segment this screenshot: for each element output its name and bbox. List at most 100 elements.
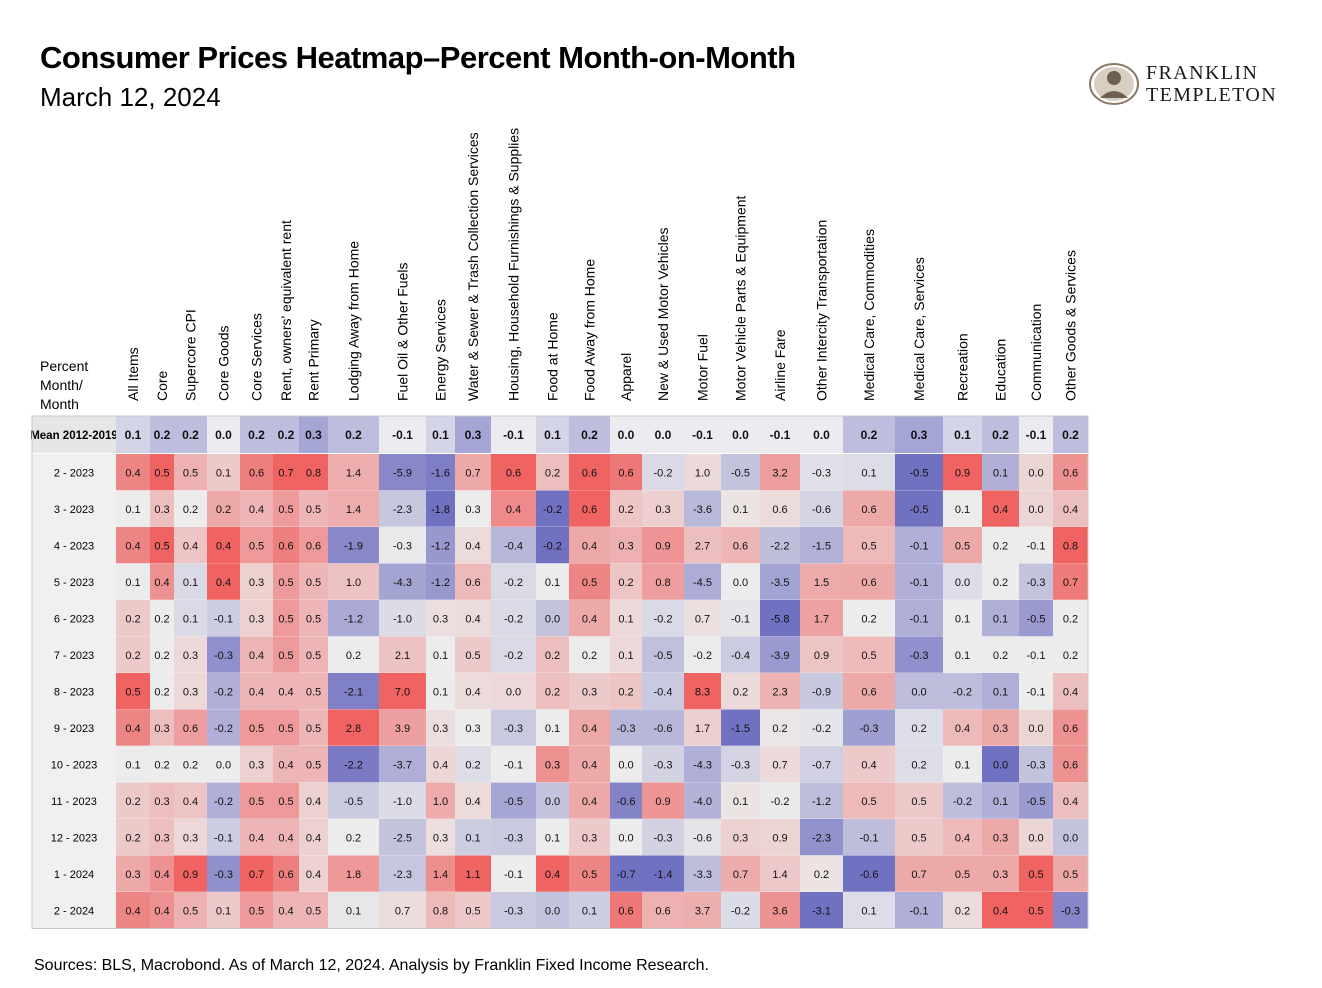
cell-value: -0.2 [812, 723, 831, 735]
column-label: Other Goods & Services [1063, 250, 1079, 401]
heatmap-cell [491, 746, 536, 783]
cell-value: -4.5 [693, 577, 712, 589]
cell-value: -1.9 [344, 540, 363, 552]
cell-value: 0.5 [861, 540, 876, 552]
heatmap-cell [982, 782, 1019, 819]
heatmap-cell [1053, 416, 1088, 454]
heatmap-cell [760, 855, 800, 892]
heatmap-cell [536, 673, 569, 710]
cell-value: -1.2 [344, 613, 363, 625]
row-label-cell [32, 563, 116, 600]
cell-value: 0.0 [955, 577, 970, 589]
heatmap-cell [642, 600, 684, 637]
heatmap-cell [455, 563, 491, 600]
heatmap-cell [895, 490, 943, 527]
heatmap-cell [642, 673, 684, 710]
logo-text-templeton: TEMPLETON [1146, 84, 1278, 106]
cell-value: -3.9 [771, 650, 790, 662]
cell-value: 0.2 [861, 613, 876, 625]
heatmap-cell [207, 563, 240, 600]
cell-value: 0.4 [125, 723, 140, 735]
cell-value: 0.2 [1062, 428, 1079, 442]
heatmap-cell [116, 819, 150, 856]
cell-value: 0.5 [249, 723, 264, 735]
cell-value: 0.2 [154, 613, 169, 625]
cell-value: 0.1 [183, 613, 198, 625]
heatmap-cell [982, 855, 1019, 892]
cell-value: 0.5 [154, 540, 169, 552]
heatmap-cell [721, 600, 760, 637]
heatmap-cell [379, 746, 426, 783]
cell-value: 0.2 [346, 650, 361, 662]
cell-value: 0.4 [582, 723, 597, 735]
heatmap-cell [895, 709, 943, 746]
cell-value: 0.5 [249, 905, 264, 917]
cell-value: 0.2 [345, 428, 362, 442]
heatmap-cell [328, 746, 379, 783]
cell-value: 0.5 [306, 723, 321, 735]
cell-value: 0.2 [125, 796, 140, 808]
heatmap-cell [328, 892, 379, 929]
row-label-cell [32, 819, 116, 856]
cell-value: 0.6 [465, 577, 480, 589]
cell-value: 0.5 [278, 613, 293, 625]
cell-value: 0.7 [395, 905, 410, 917]
cell-value: 0.6 [249, 467, 264, 479]
heatmap-cell [150, 527, 174, 564]
cell-value: -0.3 [812, 467, 831, 479]
heatmap-cell [150, 709, 174, 746]
heatmap-cell [240, 709, 273, 746]
cell-value: 0.7 [465, 467, 480, 479]
cell-value: -0.2 [214, 796, 233, 808]
heatmap-cell [721, 563, 760, 600]
heatmap-cell [943, 490, 982, 527]
heatmap-cell [240, 746, 273, 783]
heatmap-cell [943, 782, 982, 819]
cell-value: 0.7 [911, 869, 926, 881]
cell-value: 0.3 [582, 686, 597, 698]
cell-value: 0.1 [861, 467, 876, 479]
heatmap-cell [642, 563, 684, 600]
heatmap-cell [569, 527, 610, 564]
cell-value: 1.0 [346, 577, 361, 589]
heatmap-cell [610, 416, 642, 454]
heatmap-cell [116, 563, 150, 600]
heatmap-cell [299, 636, 328, 673]
source-note: Sources: BLS, Macrobond. As of March 12,… [34, 957, 709, 974]
cell-value: 0.4 [183, 540, 198, 552]
heatmap-cell [426, 892, 455, 929]
heatmap-cell [116, 454, 150, 491]
heatmap-cell [943, 563, 982, 600]
heatmap-cell [642, 709, 684, 746]
heatmap-cell [273, 563, 299, 600]
heatmap-cell [536, 709, 569, 746]
cell-value: 0.2 [125, 650, 140, 662]
cell-value: -0.7 [812, 759, 831, 771]
heatmap-cell [379, 527, 426, 564]
row-label-cell [32, 855, 116, 892]
heatmap-cell [895, 416, 943, 454]
heatmap-cell [174, 416, 207, 454]
cell-value: 0.5 [278, 577, 293, 589]
column-label: Airline Fare [772, 329, 788, 401]
heatmap-cell [843, 746, 895, 783]
heatmap-cell [240, 855, 273, 892]
heatmap-cell [684, 563, 721, 600]
heatmap-cell [328, 490, 379, 527]
heatmap-cell [721, 527, 760, 564]
cell-value: -0.3 [1061, 905, 1080, 917]
cell-value: -0.1 [503, 428, 524, 442]
column-label: Rent Primary [306, 319, 322, 401]
heatmap-cell [379, 490, 426, 527]
cell-value: 0.1 [955, 650, 970, 662]
heatmap-cell [455, 600, 491, 637]
heatmap-cell [207, 490, 240, 527]
heatmap-cell [982, 600, 1019, 637]
heatmap-cell [569, 782, 610, 819]
heatmap-cell [684, 490, 721, 527]
heatmap-cell [207, 892, 240, 929]
row-label-cell [32, 892, 116, 929]
cell-value: 0.4 [993, 504, 1008, 516]
heatmap-cell [207, 855, 240, 892]
unit-label-line: Month [40, 396, 79, 412]
